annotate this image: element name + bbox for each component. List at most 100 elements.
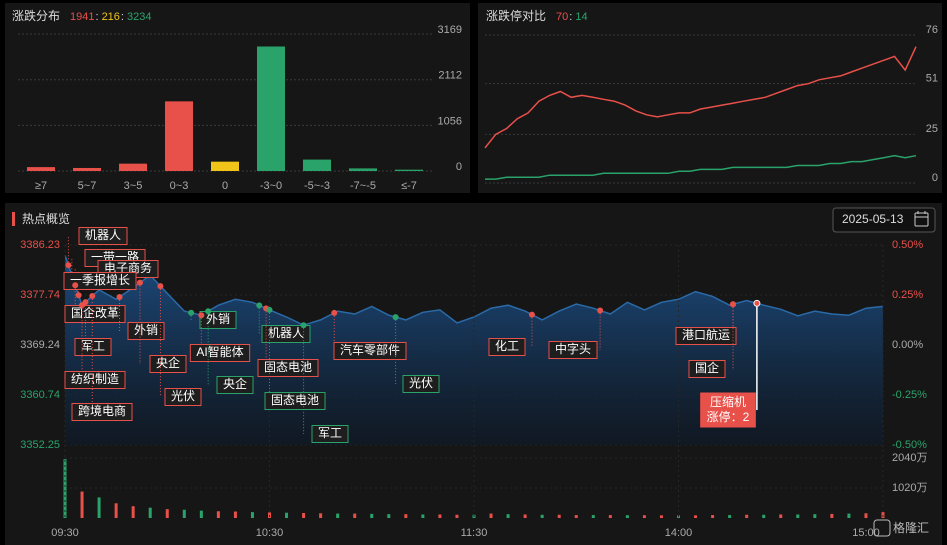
volume-bar [642, 515, 646, 518]
annotation-box [78, 227, 128, 245]
separator: : [121, 11, 124, 23]
y-tick-label: 3352.25 [20, 439, 60, 451]
summary-count: 216 [102, 11, 120, 23]
annotation-text: 固态电池 [271, 393, 319, 407]
x-tick-label: 09:30 [51, 527, 79, 539]
annotation: 外销 [199, 311, 237, 329]
volume-bar [574, 515, 578, 518]
volume-bar [540, 514, 544, 518]
date-picker[interactable] [832, 207, 936, 233]
x-tick-label: -7~-5 [350, 180, 376, 192]
volume-bar [421, 514, 425, 518]
panel-title: 涨跌分布 [12, 8, 60, 23]
volume-bar [353, 513, 357, 518]
annotation-dot [75, 292, 82, 299]
x-tick-label: -5~-3 [304, 180, 330, 192]
volume-bar [438, 514, 442, 518]
annotation-dot [331, 309, 338, 316]
annotation-dot [198, 312, 205, 319]
volume-bar [216, 511, 220, 518]
volume-bar [233, 511, 237, 518]
annotation-dot [300, 322, 307, 329]
volume-bar [131, 506, 135, 518]
bar [27, 167, 55, 171]
x-tick-label: 0~3 [170, 180, 189, 192]
volume-bar [404, 514, 408, 518]
summary-count: 1941 [70, 11, 94, 23]
annotation: 光伏 [402, 375, 440, 393]
y-tick-label: 0 [932, 172, 938, 184]
annotation-text: 外销 [206, 312, 230, 326]
volume-bar [80, 491, 84, 518]
y-tick-label: 3169 [438, 24, 462, 36]
annotation-box [199, 311, 237, 329]
y-tick-label: 51 [926, 73, 938, 85]
annotation-text: 压缩机 [710, 394, 746, 409]
volume-bar [813, 514, 817, 518]
y-tick-label: 3369.24 [20, 339, 60, 351]
y2-tick-label: 0.50% [892, 239, 923, 251]
x-tick-label: -3~0 [260, 180, 282, 192]
annotation-text: AI智能体 [196, 344, 243, 359]
annotation-text: 光伏 [171, 389, 195, 403]
annotation: 机器人 [261, 325, 311, 343]
annotation-text: 一季报增长 [70, 272, 130, 287]
annotation: 光伏 [164, 388, 202, 406]
annotation-box [333, 342, 407, 360]
annotation-text: 国企改革 [71, 305, 119, 320]
volume-bar [97, 497, 101, 518]
bar [119, 163, 147, 171]
y2-tick-label: -0.50% [892, 439, 927, 451]
annotation-dot [116, 293, 123, 300]
y-tick-label: 25 [926, 123, 938, 135]
annotation-box [688, 360, 726, 378]
y-tick-label: 3360.74 [20, 389, 60, 401]
annotation-dot [730, 301, 737, 308]
annotation-text: 央企 [223, 376, 247, 391]
volume-bar [336, 513, 340, 518]
logo: 格隆汇 [873, 519, 929, 537]
bar [349, 168, 377, 171]
annotation-text: 光伏 [409, 376, 433, 390]
annotation-box [63, 272, 137, 290]
calendar-icon[interactable] [914, 211, 929, 227]
annotation-dot [266, 306, 273, 313]
volume-bar [148, 507, 152, 518]
annotation: 国企改革 [64, 305, 126, 323]
annotation-dot [72, 282, 79, 289]
volume-tick-label: 1020万 [892, 482, 927, 494]
date[interactable]: 2025-05-13 [842, 212, 904, 226]
panel-distribution [5, 3, 470, 193]
annotation-text: 军工 [81, 339, 105, 353]
annotation-box [257, 359, 319, 377]
annotation: 固态电池 [264, 392, 326, 410]
annotation: 化工 [488, 338, 526, 356]
y-tick-label: 0 [456, 161, 462, 173]
bar [211, 161, 239, 171]
x-tick-label: 10:30 [256, 527, 284, 539]
y-tick-label: 3386.23 [20, 239, 60, 251]
y2-tick-label: -0.25% [892, 389, 927, 401]
volume-bar [694, 515, 698, 518]
annotation-box [700, 392, 756, 428]
annotation-box [402, 375, 440, 393]
annotation: 军工 [74, 338, 112, 356]
y2-tick-label: 0.00% [892, 339, 923, 351]
panel-title: 热点概览 [22, 211, 70, 226]
annotation: 汽车零部件 [333, 342, 407, 360]
x-tick-label: 5~7 [78, 180, 97, 192]
volume-bar [63, 459, 67, 518]
separator: : [96, 11, 99, 23]
annotation-box [675, 327, 737, 345]
annotation-box [71, 403, 133, 421]
volume-bar [762, 514, 766, 518]
panel-limit [478, 3, 942, 193]
volume-bar [455, 514, 459, 518]
bar [395, 169, 423, 171]
volume-bar [847, 513, 851, 518]
volume-bar [659, 515, 663, 518]
annotation-text: 跨境电商 [78, 403, 126, 418]
annotation-dot [205, 308, 212, 315]
volume-bar [182, 509, 186, 518]
